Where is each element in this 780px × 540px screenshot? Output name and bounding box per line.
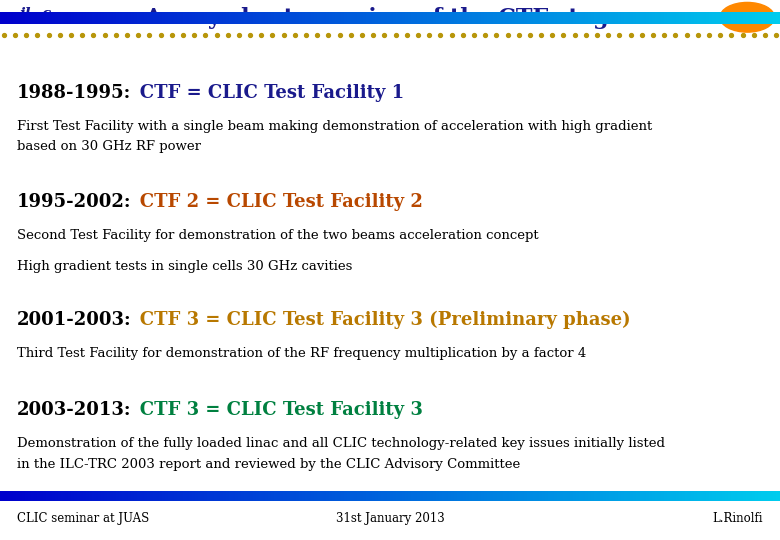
- Text: 1988-1995:: 1988-1995:: [17, 84, 131, 102]
- Text: CTF 3 = CLIC Test Facility 3 (Preliminary phase): CTF 3 = CLIC Test Facility 3 (Preliminar…: [121, 310, 630, 329]
- Text: A very short overview of the CTF stages: A very short overview of the CTF stages: [144, 7, 636, 29]
- Text: clic: clic: [737, 12, 757, 22]
- Ellipse shape: [720, 2, 775, 32]
- Text: CTF = CLIC Test Facility 1: CTF = CLIC Test Facility 1: [121, 84, 404, 102]
- Text: L.Rinolfi: L.Rinolfi: [712, 512, 763, 525]
- Text: High gradient tests in single cells 30 GHz cavities: High gradient tests in single cells 30 G…: [17, 260, 353, 273]
- Text: 2003-2013:: 2003-2013:: [17, 401, 132, 420]
- Text: First Test Facility with a single beam making demonstration of acceleration with: First Test Facility with a single beam m…: [17, 120, 652, 133]
- Text: in the ILC-TRC 2003 report and reviewed by the CLIC Advisory Committee: in the ILC-TRC 2003 report and reviewed …: [17, 458, 520, 471]
- Text: 1995-2002:: 1995-2002:: [17, 193, 132, 211]
- Text: Second Test Facility for demonstration of the two beams acceleration concept: Second Test Facility for demonstration o…: [17, 229, 539, 242]
- Text: based on 30 GHz RF power: based on 30 GHz RF power: [17, 140, 201, 153]
- Text: 2001-2003:: 2001-2003:: [17, 310, 132, 329]
- Text: Third Test Facility for demonstration of the RF frequency multiplication by a fa: Third Test Facility for demonstration of…: [17, 347, 587, 360]
- Text: CTF 3 = CLIC Test Facility 3: CTF 3 = CLIC Test Facility 3: [121, 401, 423, 420]
- Text: CTF 2 = CLIC Test Facility 2: CTF 2 = CLIC Test Facility 2: [121, 193, 423, 211]
- Text: 31st January 2013: 31st January 2013: [335, 512, 445, 525]
- Text: c: c: [41, 6, 51, 21]
- Text: il: il: [20, 6, 31, 21]
- Text: Demonstration of the fully loaded linac and all CLIC technology-related key issu: Demonstration of the fully loaded linac …: [17, 437, 665, 450]
- Text: CLIC seminar at JUAS: CLIC seminar at JUAS: [17, 512, 150, 525]
